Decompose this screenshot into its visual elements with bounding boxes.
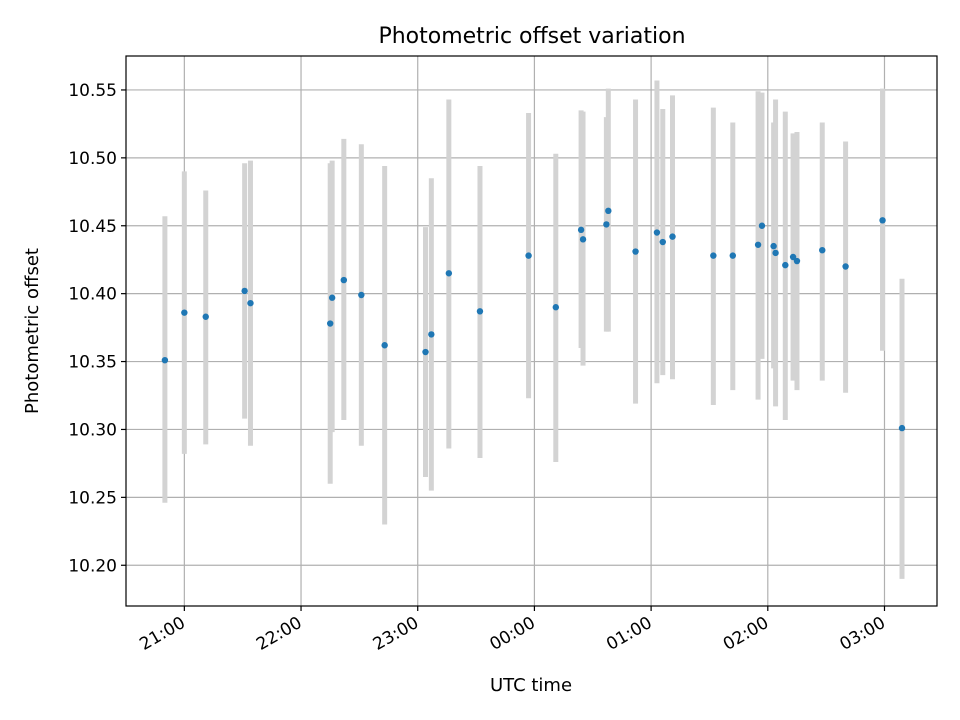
data-point — [202, 313, 209, 320]
data-point — [181, 309, 188, 316]
data-point — [422, 348, 429, 356]
data-point — [819, 246, 826, 254]
data-point — [358, 291, 365, 299]
data-point — [327, 320, 334, 327]
data-point — [632, 248, 639, 255]
y-axis-label: Photometric offset — [22, 248, 43, 414]
data-point — [381, 342, 388, 349]
data-point — [842, 263, 849, 270]
data-point — [161, 356, 169, 364]
y-tick-label: 10.50 — [68, 149, 117, 169]
data-point — [603, 221, 610, 228]
data-point — [770, 242, 777, 250]
plot-frame — [125, 55, 938, 607]
data-point — [428, 331, 435, 338]
data-point — [710, 252, 717, 259]
data-point — [653, 229, 661, 236]
y-tick-label: 10.40 — [68, 285, 117, 305]
data-point — [476, 308, 484, 315]
y-tick-label: 10.25 — [68, 488, 117, 508]
data-point — [445, 270, 453, 277]
y-tick-label: 10.35 — [68, 353, 117, 373]
data-point — [552, 304, 560, 311]
y-tick-label: 10.20 — [68, 556, 117, 576]
y-axis-ticks: 10.20 10.25 10.30 10.35 10.40 10.45 10.50 10.55 — [68, 81, 126, 576]
data-point — [793, 257, 801, 265]
data-point — [659, 238, 666, 246]
data-point — [789, 253, 797, 261]
data-point — [525, 252, 532, 259]
data-point — [241, 287, 248, 295]
data-point — [758, 222, 766, 229]
y-tick-label: 10.45 — [68, 217, 117, 237]
data-point — [340, 276, 348, 284]
data-point — [605, 207, 612, 215]
y-tick-label: 10.55 — [68, 81, 117, 101]
chart-title: Photometric offset variation — [378, 24, 685, 49]
y-tick-label: 10.30 — [68, 420, 117, 440]
data-point — [577, 226, 585, 234]
x-axis-label: UTC time — [490, 675, 572, 696]
data-points — [161, 207, 906, 432]
data-point — [328, 294, 336, 301]
data-point — [247, 299, 254, 307]
grid-lines — [126, 56, 937, 606]
data-point — [898, 424, 906, 432]
data-point — [772, 249, 779, 257]
data-point — [579, 236, 587, 243]
data-point — [782, 261, 789, 269]
data-point — [754, 241, 762, 248]
data-point — [729, 252, 736, 259]
data-point — [669, 233, 676, 240]
data-point — [879, 217, 886, 224]
